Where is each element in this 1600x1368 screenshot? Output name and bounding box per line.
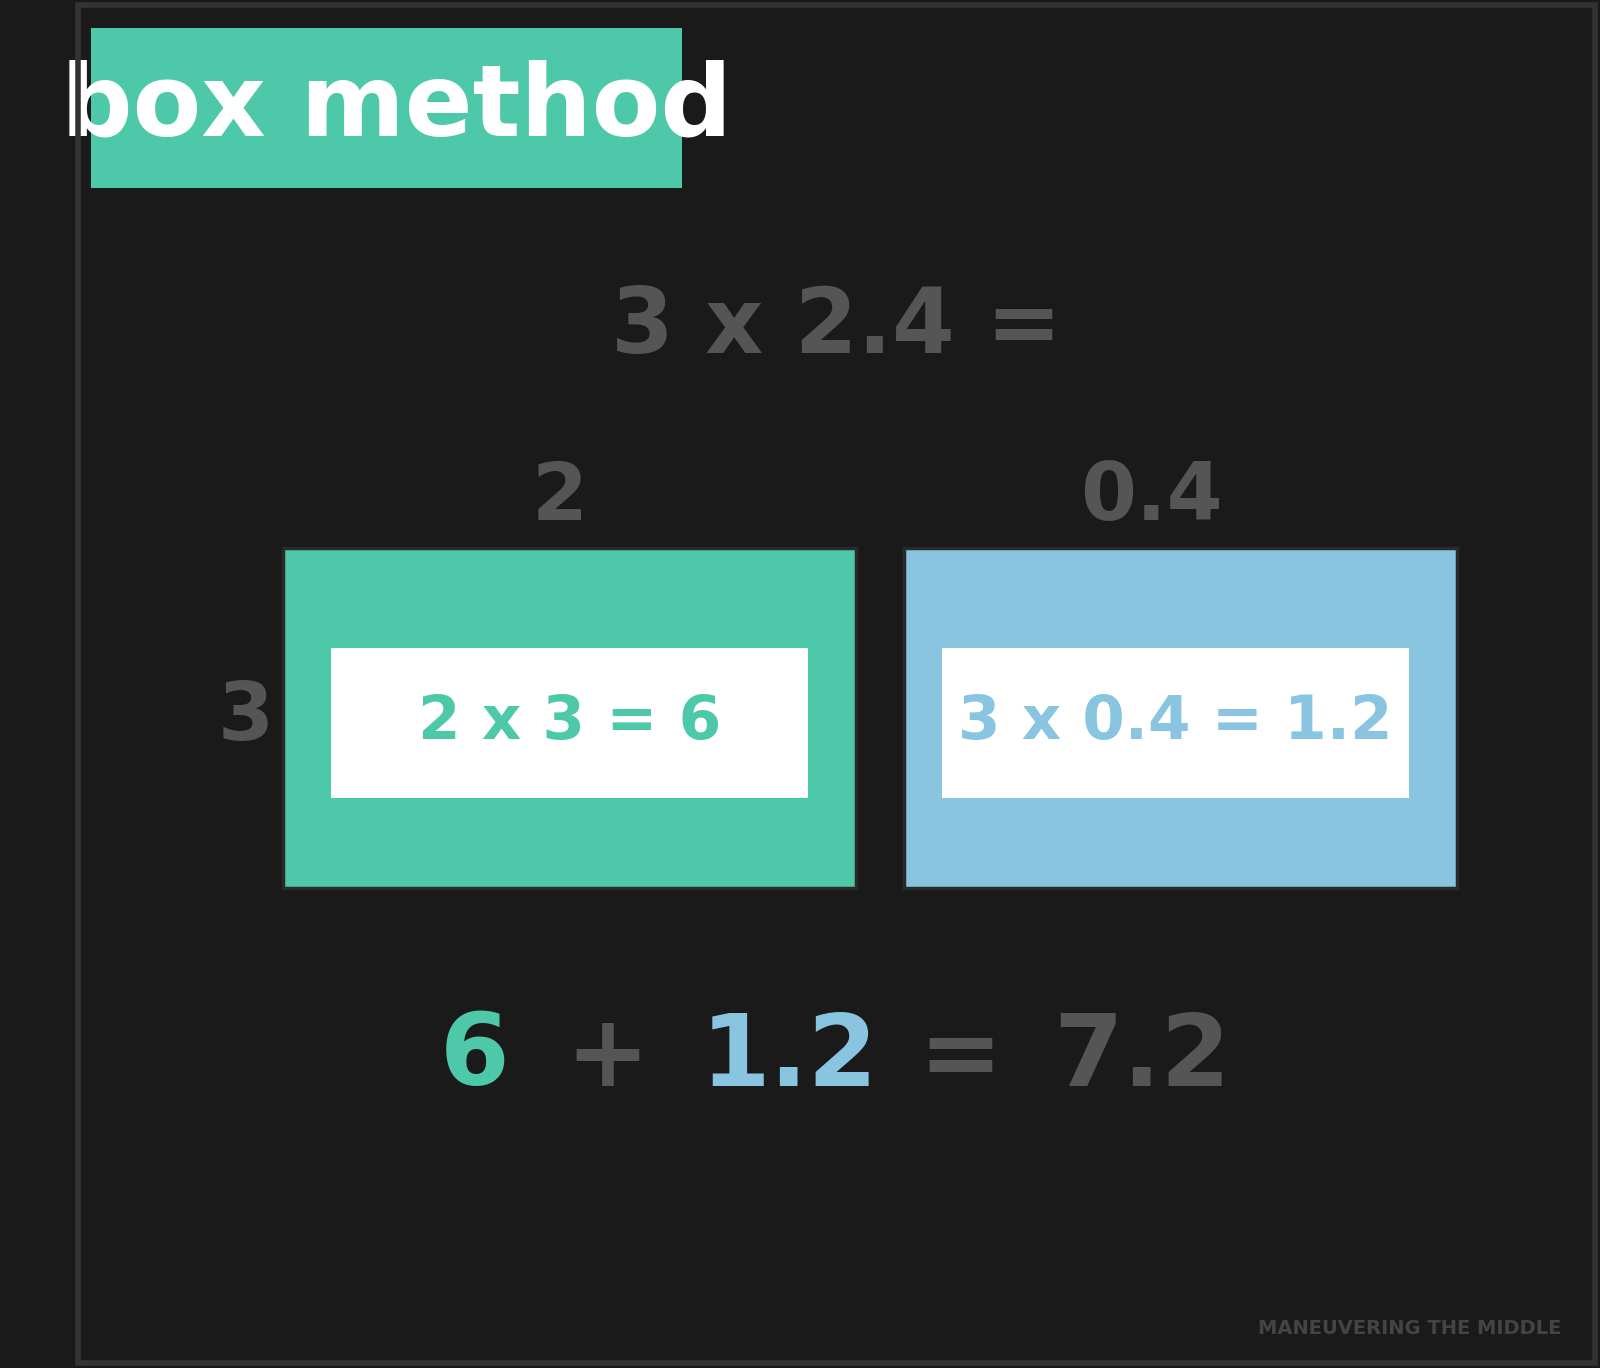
Text: 3 x 2.4 =: 3 x 2.4 = bbox=[611, 285, 1062, 372]
Text: 2 x 3 = 6: 2 x 3 = 6 bbox=[418, 694, 722, 752]
FancyBboxPatch shape bbox=[91, 27, 682, 187]
FancyBboxPatch shape bbox=[904, 549, 1458, 888]
Text: MANEUVERING THE MIDDLE: MANEUVERING THE MIDDLE bbox=[1259, 1319, 1562, 1338]
Text: 6: 6 bbox=[440, 1010, 509, 1107]
Text: 7.2: 7.2 bbox=[1053, 1010, 1230, 1107]
Text: 3: 3 bbox=[218, 679, 274, 757]
FancyBboxPatch shape bbox=[283, 549, 856, 888]
Text: 0.4: 0.4 bbox=[1080, 460, 1222, 538]
Text: 2: 2 bbox=[533, 460, 589, 538]
Text: 3 x 0.4 = 1.2: 3 x 0.4 = 1.2 bbox=[958, 694, 1392, 752]
Text: 1.2: 1.2 bbox=[701, 1010, 878, 1107]
Text: box method: box method bbox=[61, 59, 731, 156]
Text: +: + bbox=[566, 1010, 650, 1107]
Text: =: = bbox=[918, 1010, 1003, 1107]
FancyBboxPatch shape bbox=[331, 648, 808, 798]
FancyBboxPatch shape bbox=[942, 648, 1410, 798]
